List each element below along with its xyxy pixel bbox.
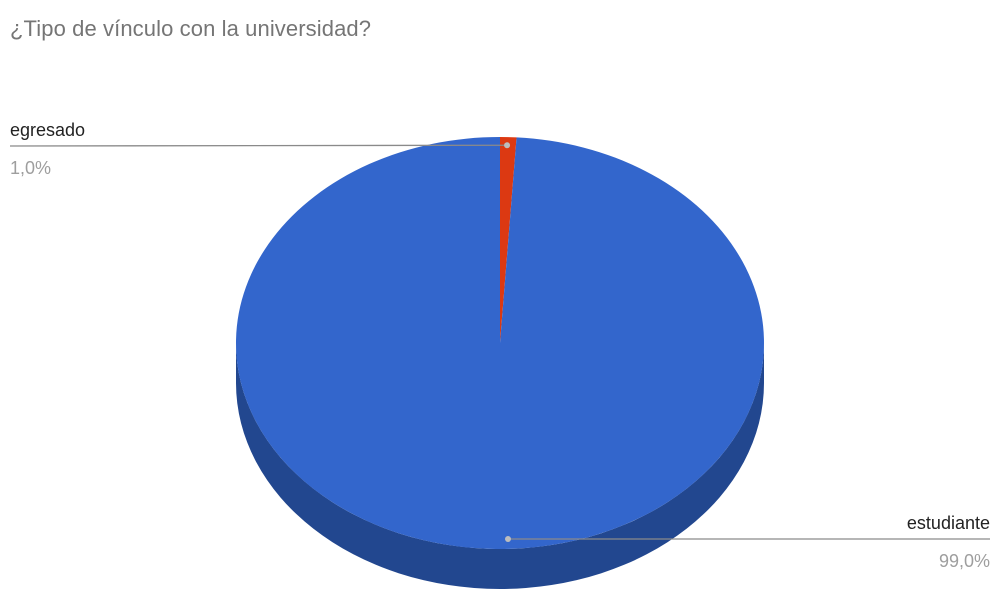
pie-side-wall xyxy=(236,343,764,589)
slice-percent-estudiante: 99,0% xyxy=(939,551,990,571)
chart-title: ¿Tipo de vínculo con la universidad? xyxy=(10,16,372,41)
leader-lines xyxy=(9,142,990,542)
leader-dot-estudiante xyxy=(505,536,511,542)
pie-top xyxy=(235,137,765,550)
pie-slice-estudiante xyxy=(235,137,765,550)
pie-slice-egresado xyxy=(500,137,517,343)
slice-label-egresado: egresado xyxy=(10,120,85,140)
leader-dot-egresado xyxy=(504,142,511,149)
slice-percent-egresado: 1,0% xyxy=(10,158,51,178)
pie-side xyxy=(236,343,764,589)
leader-line-egresado xyxy=(9,144,508,147)
slice-label-estudiante: estudiante xyxy=(907,513,990,533)
